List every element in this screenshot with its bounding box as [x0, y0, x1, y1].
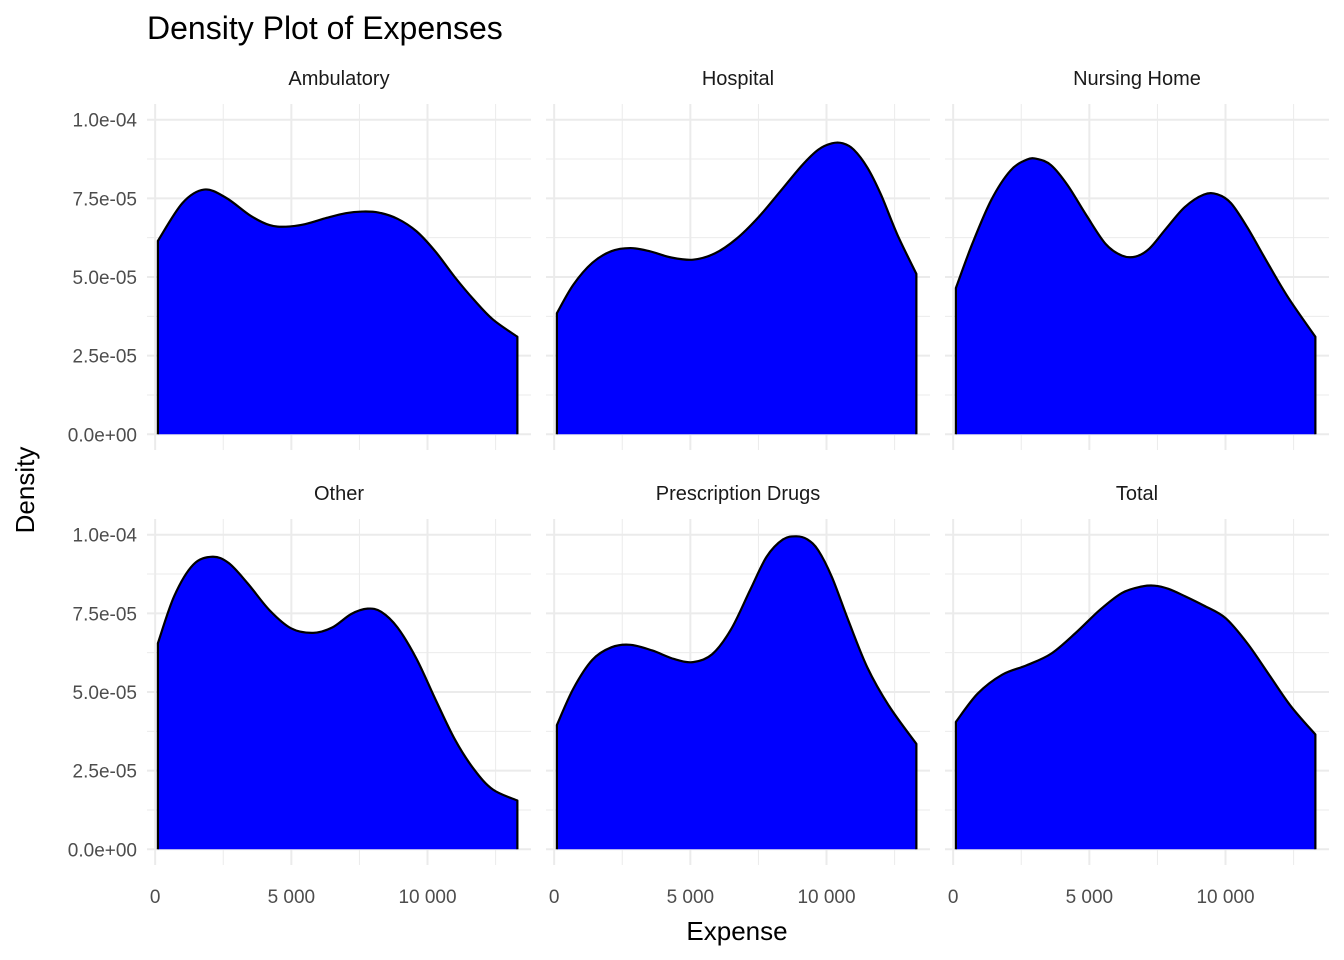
facet-strip-label: Ambulatory [288, 68, 389, 90]
facet-strip-label: Prescription Drugs [656, 483, 821, 505]
density-outline [555, 141, 918, 435]
facet-strip-label: Other [314, 483, 364, 505]
density-outline [156, 555, 519, 850]
density-outline [954, 584, 1317, 850]
facet-panel: Other 0.0e+00 2.5e-05 5.0e-05 7.5e-05 1.0e-04… [68, 483, 531, 908]
x-tick-label: 10 000 [1196, 887, 1254, 908]
x-axis-title: Expense [686, 916, 787, 946]
x-tick-label: 5 000 [268, 887, 316, 908]
y-tick-label: 5.0e-05 [73, 683, 137, 704]
facet-panel: Nursing Home [945, 68, 1329, 450]
x-tick-label: 5 000 [667, 887, 715, 908]
y-tick-label: 0.0e+00 [68, 425, 137, 446]
y-tick-label: 7.5e-05 [73, 189, 137, 210]
chart-title: Density Plot of Expenses [147, 10, 503, 46]
density-area [955, 158, 1316, 435]
facet-strip-label: Total [1116, 483, 1158, 505]
facet-panel: Hospital [546, 68, 930, 450]
y-tick-label: 5.0e-05 [73, 268, 137, 289]
facet-panel: Prescription Drugs 0 5 000 10 000 [546, 483, 930, 908]
y-tick-label: 0.0e+00 [68, 840, 137, 861]
x-tick-label: 10 000 [398, 887, 456, 908]
x-tick-label: 0 [948, 887, 959, 908]
facet-panel: Ambulatory 0.0e+00 2.5e-05 5.0e-05 7.5e-05 1.… [68, 68, 531, 450]
density-area [157, 189, 518, 435]
x-tick-label: 5 000 [1066, 887, 1114, 908]
y-tick-label: 1.0e-04 [73, 111, 138, 132]
y-tick-label: 7.5e-05 [73, 604, 137, 625]
facet-panel: Total 0 5 000 10 000 [945, 483, 1329, 908]
density-outline [954, 157, 1317, 435]
density-area [157, 556, 518, 850]
y-tick-label: 2.5e-05 [73, 762, 137, 783]
density-outline [555, 535, 918, 850]
facet-strip-label: Hospital [702, 68, 774, 90]
x-tick-label: 10 000 [797, 887, 855, 908]
density-area [955, 585, 1316, 850]
x-tick-label: 0 [549, 887, 560, 908]
y-axis-title: Density [10, 447, 40, 534]
x-tick-label: 0 [150, 887, 161, 908]
density-outline [156, 188, 519, 435]
density-area [556, 536, 917, 850]
density-area [556, 142, 917, 435]
y-tick-label: 1.0e-04 [73, 526, 138, 547]
facet-strip-label: Nursing Home [1073, 68, 1201, 90]
y-tick-label: 2.5e-05 [73, 347, 137, 368]
